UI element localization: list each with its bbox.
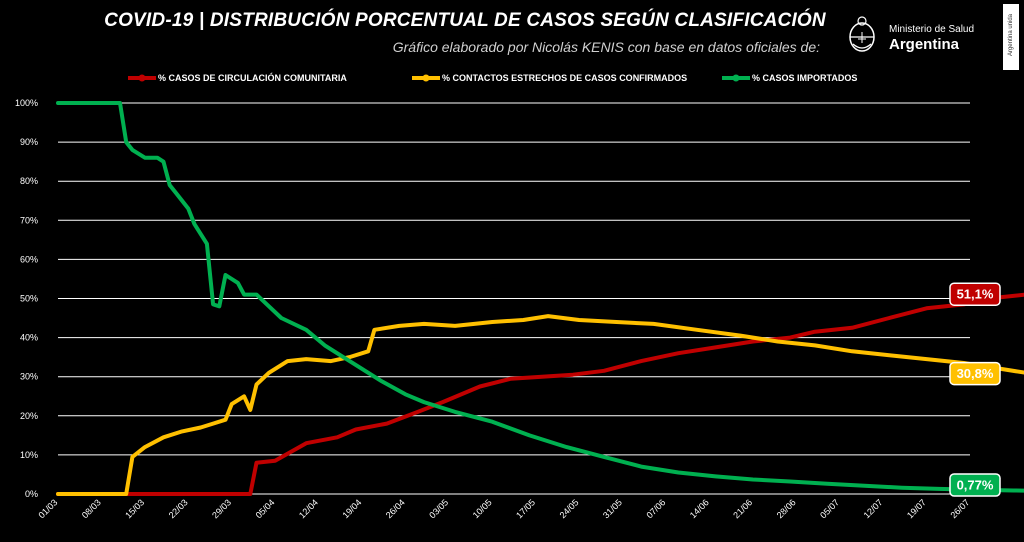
end-label-box-importados	[949, 473, 1001, 497]
x-tick-label: 05/04	[254, 497, 277, 520]
x-tick-label: 19/07	[905, 497, 928, 520]
x-tick-label: 26/07	[948, 497, 971, 520]
x-tick-label: 03/05	[427, 497, 450, 520]
y-axis-ticks: 0% 10% 20% 30% 40% 50% 60% 70% 80% 90% 100%	[15, 98, 38, 499]
legend-label-contactos: % CONTACTOS ESTRECHOS DE CASOS CONFIRMAD…	[442, 73, 687, 83]
legend-marker-comunitaria	[138, 74, 146, 82]
y-tick-label: 50%	[20, 294, 38, 304]
chart-title: COVID-19 | DISTRIBUCIÓN PORCENTUAL DE CA…	[104, 10, 826, 31]
logo-ministry-text: Ministerio de Salud	[889, 24, 975, 35]
x-tick-label: 31/05	[601, 497, 624, 520]
y-tick-label: 30%	[20, 372, 38, 382]
legend-label-comunitaria: % CASOS DE CIRCULACIÓN COMUNITARIA	[158, 72, 347, 83]
y-tick-label: 10%	[20, 450, 38, 460]
end-label-box-comunitaria	[949, 282, 1001, 306]
x-tick-label: 17/05	[514, 497, 537, 520]
x-tick-label: 10/05	[471, 497, 494, 520]
y-tick-label: 80%	[20, 176, 38, 186]
x-tick-label: 22/03	[167, 497, 190, 520]
x-tick-label: 12/04	[297, 497, 320, 520]
x-tick-label: 26/04	[384, 497, 407, 520]
series-line-importados	[56, 101, 1024, 493]
x-tick-label: 05/07	[818, 497, 841, 520]
x-tick-label: 08/03	[80, 497, 103, 520]
ministry-logo: Ministerio de Salud Argentina	[845, 10, 985, 62]
x-tick-label: 21/06	[731, 497, 754, 520]
y-tick-label: 40%	[20, 333, 38, 343]
end-label-comunitaria: 51,1%	[957, 287, 994, 302]
legend: % CASOS DE CIRCULACIÓN COMUNITARIA % CONT…	[128, 72, 857, 83]
y-tick-label: 60%	[20, 254, 38, 264]
legend-label-importados: % CASOS IMPORTADOS	[752, 73, 857, 83]
argentina-emblem-icon	[849, 16, 875, 52]
end-label-box-contactos	[949, 361, 1001, 386]
x-tick-label: 28/06	[775, 497, 798, 520]
end-label-contactos: 30,8%	[957, 366, 994, 381]
x-tick-label: 14/06	[688, 497, 711, 520]
x-axis-ticks: 01/03 08/03 15/03 22/03 29/03 05/04 12/04 19/04…	[36, 497, 971, 520]
y-tick-label: 100%	[15, 98, 38, 108]
x-tick-label: 07/06	[644, 497, 667, 520]
x-tick-label: 29/03	[210, 497, 233, 520]
chart-subtitle: Gráfico elaborado por Nicolás KENIS con …	[392, 39, 820, 55]
y-tick-label: 90%	[20, 137, 38, 147]
x-tick-label: 24/05	[558, 497, 581, 520]
legend-marker-contactos	[422, 74, 430, 82]
grid-lines	[58, 102, 970, 495]
end-labels: 51,1% 30,8% 0,77%	[949, 282, 1001, 497]
series-line-contactos	[56, 314, 1024, 496]
y-tick-label: 70%	[20, 215, 38, 225]
series-line-comunitaria	[56, 292, 1024, 496]
end-label-importados: 0,77%	[957, 478, 994, 493]
logo-country-text: Argentina	[889, 36, 960, 53]
y-tick-label: 0%	[25, 489, 38, 499]
side-tag: Argentina unida	[1003, 4, 1019, 70]
x-tick-label: 19/04	[340, 497, 363, 520]
x-tick-label: 12/07	[862, 497, 885, 520]
x-tick-label: 15/03	[123, 497, 146, 520]
series-lines	[56, 101, 1024, 496]
legend-marker-importados	[732, 74, 740, 82]
y-tick-label: 20%	[20, 411, 38, 421]
x-tick-label: 01/03	[36, 497, 59, 520]
